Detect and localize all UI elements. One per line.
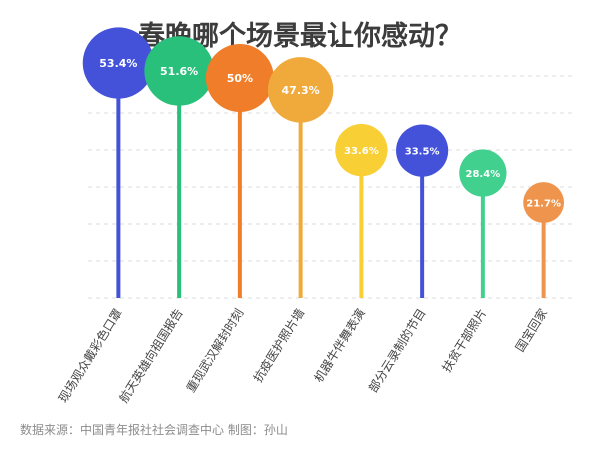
value-label: 47.3% xyxy=(282,84,320,97)
bubble xyxy=(144,36,214,106)
category-label: 机器牛伴舞表演 xyxy=(311,306,368,385)
value-label: 50% xyxy=(227,72,253,85)
bubble xyxy=(82,27,155,99)
category-label: 扶贫干部照片 xyxy=(439,306,490,375)
bubble xyxy=(396,124,449,177)
category-label: 部分云录制的节目 xyxy=(365,306,429,395)
bubbles: 53.4% 51.6% 50% 47.3% 33.6% 33.5% 28.4% 21.7% xyxy=(82,27,565,223)
category-label: 航天英雄向祖国报告 xyxy=(116,306,186,406)
bubble xyxy=(335,124,388,177)
bubble xyxy=(523,182,565,223)
bubble xyxy=(205,44,274,112)
source-note: 数据来源：中国青年报社社会调查中心 制图：孙山 xyxy=(20,423,288,437)
value-label: 33.6% xyxy=(344,146,379,157)
value-label: 28.4% xyxy=(466,169,501,180)
value-label: 33.5% xyxy=(405,147,440,158)
category-label: 重现武汉解封时刻 xyxy=(184,306,247,395)
category-label: 抗疫医护照片墙 xyxy=(250,306,307,385)
bubble xyxy=(267,57,334,123)
category-label: 现场观众戴彩色口罩 xyxy=(55,306,125,406)
category-label: 国宝回家 xyxy=(512,306,550,355)
bubble xyxy=(459,149,507,197)
value-label: 53.4% xyxy=(99,57,137,70)
value-label: 21.7% xyxy=(526,199,561,210)
value-label: 51.6% xyxy=(160,65,198,78)
